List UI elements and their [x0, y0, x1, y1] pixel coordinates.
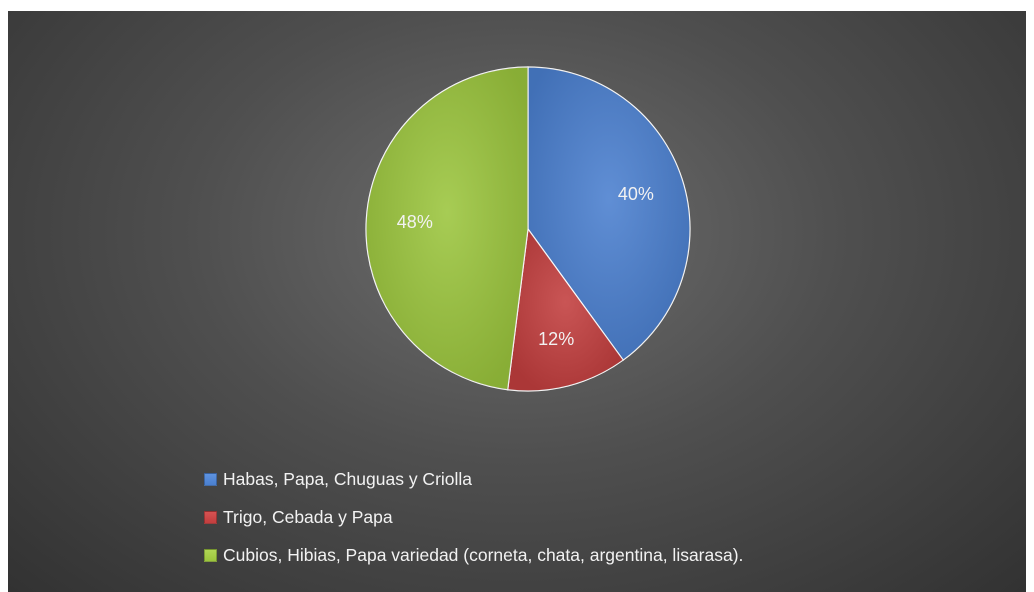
legend-label: Cubios, Hibias, Papa variedad (corneta, …	[223, 544, 744, 565]
legend-item: Cubios, Hibias, Papa variedad (corneta, …	[204, 542, 743, 568]
slice-data-label: 40%	[618, 184, 654, 204]
legend-label: Trigo, Cebada y Papa	[223, 506, 393, 527]
legend-swatch	[204, 548, 217, 562]
legend-item: Habas, Papa, Chuguas y Criolla	[204, 466, 743, 492]
chart-area: 40% 12% 48% Habas, Papa, Chuguas y Criolla…	[8, 11, 1026, 592]
pie-chart: 40% 12% 48%	[365, 66, 691, 392]
legend: Habas, Papa, Chuguas y Criolla Trigo, Ce…	[204, 466, 743, 580]
slice-data-label: 12%	[538, 329, 574, 349]
pie-slice-shade	[528, 67, 690, 361]
pie-slice-shade	[507, 229, 624, 391]
legend-swatch	[204, 510, 217, 524]
slice-data-label: 48%	[397, 212, 433, 232]
legend-item: Trigo, Cebada y Papa	[204, 504, 743, 530]
legend-swatch	[204, 472, 217, 486]
pie-slice-shade	[365, 67, 528, 390]
legend-label: Habas, Papa, Chuguas y Criolla	[223, 468, 473, 489]
